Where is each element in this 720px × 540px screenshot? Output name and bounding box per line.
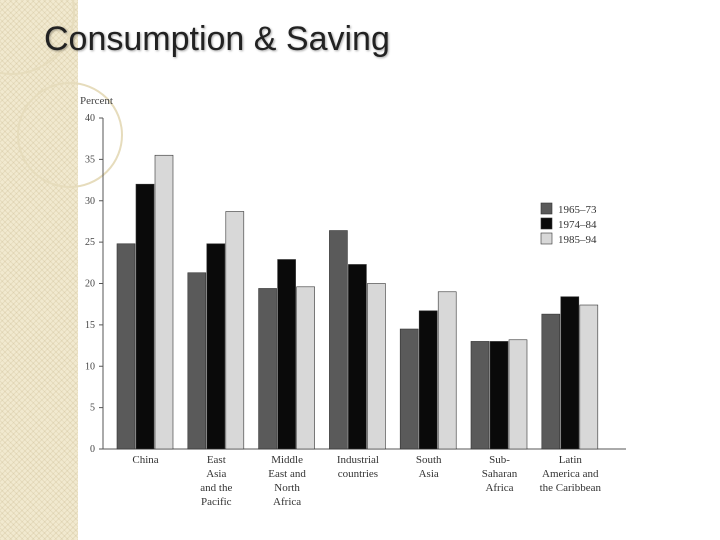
category-label-line: Middle [271,454,303,466]
category-label-line: the Caribbean [540,482,602,494]
y-tick-label: 5 [90,403,95,414]
bar-196573-1 [187,272,207,450]
category-label-line: Africa [273,496,301,508]
category-label-line: South [416,454,442,466]
y-tick-label: 10 [85,361,95,372]
bar-196573-4 [399,328,419,450]
bar-196573-2 [258,288,277,450]
bar-198594-3 [367,283,386,450]
y-tick-label: 15 [85,320,95,331]
category-label-line: Asia [206,468,226,480]
y-axis-title: Percent [80,95,113,107]
legend-label: 1974–84 [558,219,597,231]
bar-198594-4 [437,291,457,450]
legend-label: 1965–73 [558,204,597,216]
bar-chart: Percent 0 5 10 15 20 25 30 35 40 China East Asia and … [80,95,626,508]
category-label-line: Industrial [337,454,379,466]
y-tick-label: 30 [85,196,95,207]
y-tick-label: 40 [85,113,95,124]
bar-198594-2 [296,286,315,450]
legend-swatch-197484 [540,217,553,230]
decorative-side-strip [0,0,78,540]
decorative-arcs [0,0,123,188]
category-label-line: Latin [559,454,583,466]
category-label-line: Asia [419,468,439,480]
bar-198594-0 [154,154,174,450]
category-label-line: North [274,482,300,494]
y-tick-label: 0 [90,444,95,455]
category-label-line: and the [200,482,232,494]
category-label-line: East and [268,468,306,480]
bar-197484-6 [560,296,580,450]
category-label-line: Pacific [201,496,232,508]
slide-title: Consumption & Saving [44,20,390,58]
bar-197484-0 [135,183,155,450]
category-label-line: Saharan [482,468,518,480]
bar-198594-5 [508,339,528,450]
y-tick-label: 20 [85,279,95,290]
decorative-arc [0,0,75,75]
bar-197484-2 [277,259,296,450]
decorative-arc [17,82,123,188]
category-label-line: China [132,454,158,466]
legend-swatch-198594 [540,232,553,245]
bar-197484-3 [348,264,367,450]
category-label-line: Sub- [489,454,510,466]
legend-swatch-196573 [540,202,553,215]
bar-196573-0 [116,243,136,450]
bar-197484-5 [489,341,509,450]
bar-196573-3 [329,230,348,450]
bar-197484-1 [206,243,226,450]
category-label-line: America and [542,468,599,480]
legend-label: 1985–94 [558,234,597,246]
category-label-line: East [207,454,226,466]
category-label-line: countries [338,468,378,480]
bar-198594-1 [225,211,245,450]
y-tick-label: 25 [85,237,95,248]
category-label-line: Africa [485,482,513,494]
bar-198594-6 [579,304,599,450]
y-tick-label: 35 [85,154,95,165]
bar-197484-4 [418,310,438,450]
bar-196573-5 [470,341,490,450]
bar-196573-6 [541,313,561,450]
